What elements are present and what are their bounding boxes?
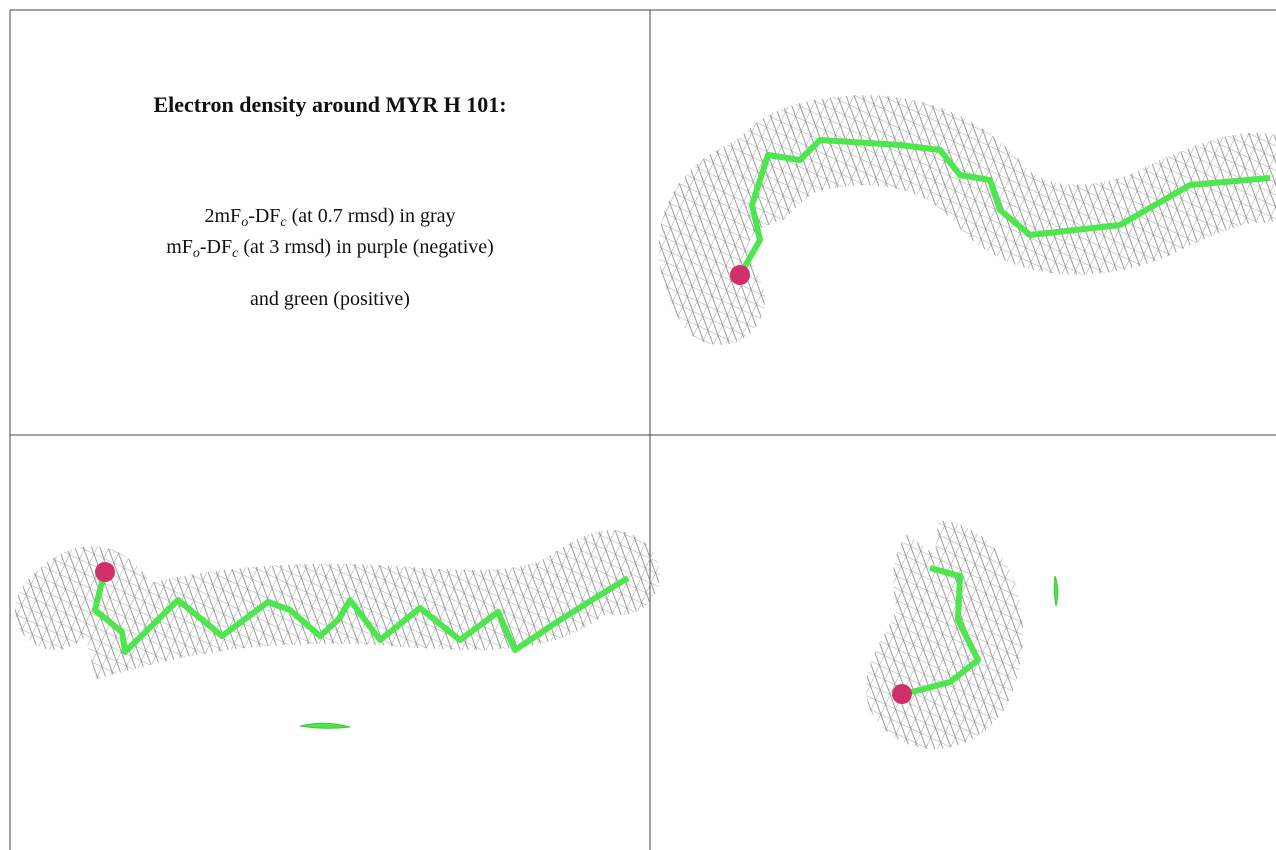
figure-table [0,0,1276,850]
caption-line: mFo-DFc (at 3 rmsd) in purple (negative) [10,236,650,262]
text: (at 3 rmsd) in purple (negative) [238,236,493,258]
text: and green (positive) [250,288,410,310]
text: -DF [200,236,232,258]
caption-line: 2mFo-DFc (at 0.7 rmsd) in gray [10,205,650,231]
caption-line: and green (positive) [10,288,650,311]
difference-blob [1054,576,1058,606]
density-view-3 [892,555,1058,714]
text: (at 0.7 rmsd) in gray [287,205,456,227]
mesh [704,140,1262,300]
page: Electron density around MYR H 101: 2mFo-… [0,0,1276,850]
subscript: o [193,246,200,261]
difference-blob [300,723,350,728]
atom [892,684,912,704]
atom [95,562,115,582]
table-borders [10,10,1276,850]
atom [730,265,750,285]
text: -DF [248,205,280,227]
text: 2mF [205,205,242,227]
density-view-1 [704,140,1270,300]
text: mF [166,236,193,258]
density-view-2 [55,562,628,728]
caption-title: Electron density around MYR H 101: [10,92,650,118]
